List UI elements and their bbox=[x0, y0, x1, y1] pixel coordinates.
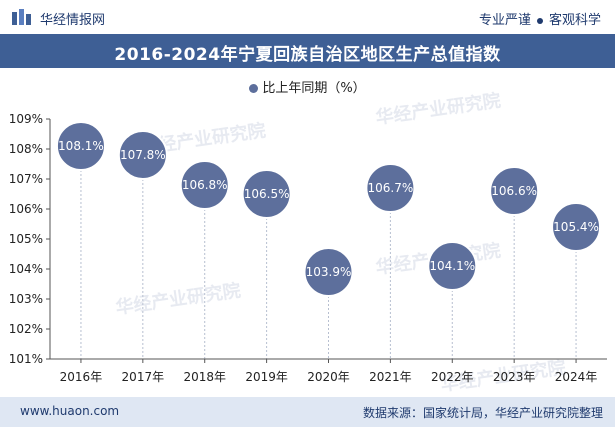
chart-legend: 比上年同期（%） bbox=[0, 77, 615, 96]
y-tick-label: 109% bbox=[9, 112, 43, 126]
data-point bbox=[179, 160, 230, 210]
data-point bbox=[241, 169, 292, 219]
x-tick-label: 2018年 bbox=[183, 370, 226, 384]
tagline-right: 客观科学 bbox=[548, 13, 601, 28]
chart-title: 2016-2024年宁夏回族自治区地区生产总值指数 bbox=[114, 45, 501, 65]
data-label: 106.7% bbox=[368, 181, 414, 195]
x-axis: 2016年 2017年 2018年 2019年 2020年 2021年 2022年 2023年… bbox=[50, 358, 607, 384]
separator-dot-icon bbox=[536, 17, 543, 24]
y-tick-label: 107% bbox=[9, 172, 43, 186]
title-bar: 2016-2024年宁夏回族自治区地区生产总值指数 bbox=[0, 34, 615, 68]
brand-name: 华经情报网 bbox=[40, 13, 106, 28]
data-point bbox=[489, 166, 540, 216]
data-point bbox=[551, 202, 602, 252]
y-tick-label: 102% bbox=[9, 322, 43, 336]
x-tick-label: 2020年 bbox=[307, 370, 350, 384]
x-tick-label: 2024年 bbox=[555, 370, 598, 384]
legend-marker-icon bbox=[249, 84, 259, 93]
x-tick-label: 2022年 bbox=[431, 370, 474, 384]
x-tick-label: 2021年 bbox=[369, 370, 412, 384]
y-tick-label: 106% bbox=[9, 202, 43, 216]
y-tick-label: 104% bbox=[9, 262, 43, 276]
stems bbox=[80, 146, 577, 359]
data-point bbox=[117, 130, 168, 180]
data-points: 108.1% 107.8% 106.8% 106.5% 103.9% 106.7% 104.… bbox=[55, 121, 602, 297]
data-point bbox=[365, 163, 416, 213]
x-tick-label: 2016年 bbox=[60, 370, 103, 384]
data-label: 107.8% bbox=[120, 148, 166, 162]
data-label: 106.6% bbox=[491, 184, 537, 198]
data-label: 108.1% bbox=[58, 139, 104, 153]
footer-site: www.huaon.com bbox=[20, 404, 120, 418]
data-label: 106.8% bbox=[182, 178, 228, 192]
data-label: 105.4% bbox=[553, 220, 599, 234]
legend-label: 比上年同期（%） bbox=[262, 81, 366, 96]
tagline: 专业严谨 客观科学 bbox=[479, 9, 601, 28]
data-point bbox=[303, 247, 354, 297]
data-point bbox=[427, 241, 478, 291]
data-label: 106.5% bbox=[244, 187, 290, 201]
chart-area: 101% 102% 103% 104% 105% 106% 107% 108% 109% 108… bbox=[9, 112, 607, 384]
y-axis: 101% 102% 103% 104% 105% 106% 107% 108% 109% bbox=[9, 112, 51, 366]
data-label: 103.9% bbox=[306, 265, 352, 279]
footer: www.huaon.com 数据来源：国家统计局，华经产业研究院整理 bbox=[0, 397, 615, 427]
logo-icon bbox=[12, 9, 31, 25]
top-bar: 华经情报网 专业严谨 客观科学 bbox=[0, 0, 615, 34]
y-tick-label: 105% bbox=[9, 232, 43, 246]
footer-source: 数据来源：国家统计局，华经产业研究院整理 bbox=[362, 406, 603, 420]
x-tick-label: 2019年 bbox=[245, 370, 288, 384]
x-tick-label: 2017年 bbox=[122, 370, 165, 384]
data-point bbox=[55, 121, 106, 171]
y-tick-label: 101% bbox=[9, 352, 43, 366]
tagline-left: 专业严谨 bbox=[478, 13, 531, 28]
data-label: 104.1% bbox=[429, 259, 475, 273]
y-tick-label: 108% bbox=[9, 142, 43, 156]
y-tick-label: 103% bbox=[9, 292, 43, 306]
x-tick-label: 2023年 bbox=[493, 370, 536, 384]
